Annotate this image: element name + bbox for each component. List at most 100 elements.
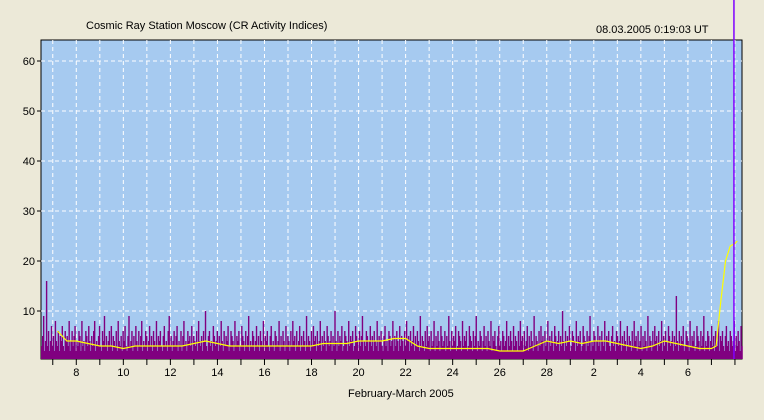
activity-bar xyxy=(579,331,581,359)
activity-bar xyxy=(610,336,613,359)
activity-bar xyxy=(158,341,161,359)
activity-bar xyxy=(209,346,212,359)
activity-bar xyxy=(122,331,124,359)
activity-bar xyxy=(115,331,117,359)
activity-bar xyxy=(608,346,611,359)
activity-bar xyxy=(453,341,456,359)
activity-bar xyxy=(322,346,324,359)
activity-bar xyxy=(405,321,408,359)
activity-bar xyxy=(230,331,232,359)
activity-bar xyxy=(443,341,445,359)
activity-bar xyxy=(444,331,446,359)
activity-bar xyxy=(412,326,415,359)
activity-bar xyxy=(500,341,502,359)
activity-bar xyxy=(417,341,420,359)
activity-bar xyxy=(521,336,524,359)
activity-bar xyxy=(458,336,461,359)
activity-bar xyxy=(734,351,736,359)
activity-bar xyxy=(719,336,722,359)
activity-bar xyxy=(256,346,259,359)
activity-bar xyxy=(178,341,180,359)
activity-bar xyxy=(538,331,540,359)
activity-bar xyxy=(129,346,131,359)
activity-bar xyxy=(51,346,54,359)
activity-bar xyxy=(503,336,505,359)
activity-bar xyxy=(106,351,109,359)
activity-bar xyxy=(214,346,217,359)
activity-bar xyxy=(75,351,77,359)
activity-bar xyxy=(132,351,134,359)
activity-bar xyxy=(502,331,504,359)
activity-bar xyxy=(245,331,247,359)
activity-bar xyxy=(670,341,673,359)
activity-bar xyxy=(367,351,370,359)
activity-bar xyxy=(590,351,592,359)
activity-bar xyxy=(396,331,398,359)
activity-bar xyxy=(362,351,365,359)
activity-bar xyxy=(692,341,694,359)
activity-bar xyxy=(154,346,157,359)
activity-bar xyxy=(594,336,596,359)
activity-bar xyxy=(298,326,301,359)
activity-bar xyxy=(527,351,529,359)
activity-bar xyxy=(724,336,727,359)
activity-bar xyxy=(722,346,725,359)
activity-bar xyxy=(566,336,569,359)
activity-bar xyxy=(715,341,718,359)
activity-bar xyxy=(186,351,188,359)
activity-bar xyxy=(233,351,235,359)
activity-bar xyxy=(382,351,384,359)
activity-bar xyxy=(640,326,642,359)
activity-bar xyxy=(228,351,230,359)
x-tick-label: 6 xyxy=(685,367,691,379)
activity-bar xyxy=(655,341,657,359)
activity-bar xyxy=(464,341,467,359)
activity-bar xyxy=(434,351,436,359)
activity-bar xyxy=(213,336,216,359)
activity-bar xyxy=(513,346,516,359)
activity-bar xyxy=(355,336,358,359)
activity-bar xyxy=(447,346,449,359)
activity-bar xyxy=(338,346,340,359)
activity-bar xyxy=(307,336,310,359)
activity-bar xyxy=(344,331,346,359)
activity-bar xyxy=(225,336,227,359)
activity-bar xyxy=(353,346,356,359)
activity-bar xyxy=(151,351,154,359)
activity-bar xyxy=(125,346,127,359)
bars-series xyxy=(41,281,743,359)
activity-bar xyxy=(229,346,231,359)
activity-bar xyxy=(657,351,659,359)
activity-bar xyxy=(181,351,183,359)
activity-bar xyxy=(342,351,344,359)
activity-bar xyxy=(625,351,628,359)
activity-bar xyxy=(702,336,704,359)
activity-bar xyxy=(578,341,580,359)
activity-bar xyxy=(197,321,200,359)
activity-bar xyxy=(278,321,280,359)
activity-bar xyxy=(555,336,557,359)
activity-bar xyxy=(42,316,45,359)
activity-bar xyxy=(303,341,306,359)
activity-bar xyxy=(486,351,488,359)
activity-bar xyxy=(691,336,693,359)
activity-bar xyxy=(258,351,261,359)
activity-bar xyxy=(401,336,403,359)
activity-bar xyxy=(658,346,661,359)
activity-bar xyxy=(472,331,475,359)
line-series xyxy=(57,240,738,352)
activity-bar xyxy=(390,346,392,359)
activity-bar xyxy=(575,321,578,359)
activity-bar xyxy=(291,346,293,359)
activity-bar xyxy=(431,346,433,359)
activity-bar xyxy=(243,341,245,359)
activity-bar xyxy=(570,346,573,359)
activity-bar xyxy=(143,341,145,359)
activity-bar xyxy=(607,331,610,359)
activity-bar xyxy=(203,341,206,359)
activity-bar xyxy=(501,351,503,359)
activity-bar xyxy=(131,331,133,359)
activity-bar xyxy=(218,336,220,359)
activity-bar xyxy=(425,346,427,359)
activity-bar xyxy=(257,336,260,359)
